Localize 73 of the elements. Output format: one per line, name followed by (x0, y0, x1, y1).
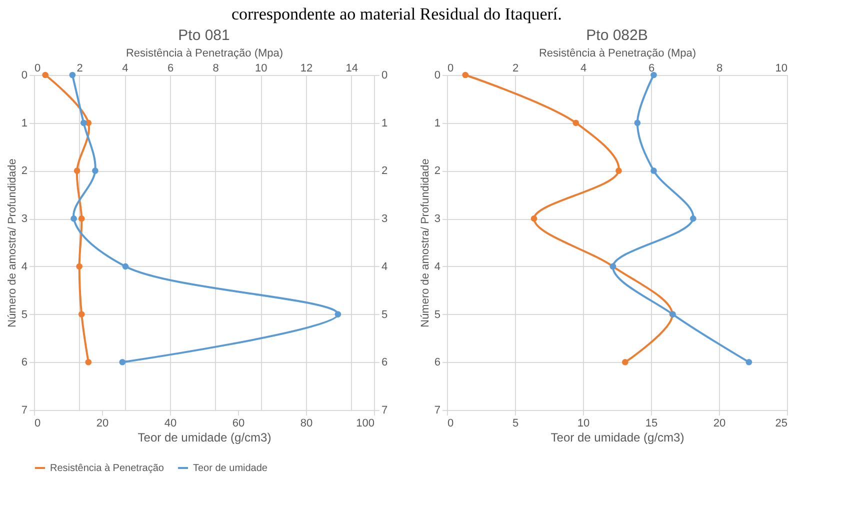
x2-tick-label: 10 (255, 62, 268, 74)
y2-tick-label: 4 (382, 260, 388, 273)
point (634, 120, 641, 126)
chart-title: Pto 082B (586, 27, 648, 44)
x-tick-label: 20 (96, 418, 109, 430)
x2-tick-label: 12 (300, 62, 313, 74)
x2-tick-label: 10 (775, 62, 788, 74)
x2-tick-label: 0 (448, 62, 454, 74)
x2-tick-label: 6 (648, 62, 655, 74)
x2-tick-label: 2 (512, 62, 519, 74)
x-tick-label: 15 (645, 418, 658, 430)
x2-axis-title: Resistência à Penetração (Mpa) (126, 48, 284, 60)
y2-tick-label: 6 (382, 356, 388, 369)
y-tick-label: 1 (21, 117, 28, 130)
y2-tick-label: 5 (382, 308, 388, 321)
point (92, 168, 98, 174)
x2-tick-label: 8 (212, 62, 219, 74)
y2-tick-label: 2 (382, 165, 388, 178)
y-axis-title: Número de amostra/ Profundidade (419, 158, 432, 328)
x-tick-label: 10 (577, 418, 590, 430)
y-tick-label: 6 (21, 356, 28, 369)
x2-tick-label: 4 (580, 62, 587, 74)
y-tick-label: 0 (434, 70, 440, 82)
point (334, 311, 342, 318)
x-axis-title: Teor de umidade (g/cm3) (550, 430, 684, 444)
x2-axis-title: Resistência à Penetração (Mpa) (538, 48, 696, 60)
point (746, 358, 752, 366)
y-tick-label: 3 (21, 213, 28, 226)
x-tick-label: 40 (164, 418, 177, 430)
point (119, 358, 126, 366)
y-tick-label: 4 (434, 260, 440, 273)
y-tick-label: 3 (434, 213, 440, 226)
y2-tick-label: 0 (382, 70, 388, 82)
x-axis-title: Teor de umidade (g/cm3) (138, 430, 272, 444)
x-tick-label: 100 (356, 418, 374, 430)
y-tick-label: 1 (434, 117, 440, 130)
y-axis-title: Número de amostra/ Profundidade (6, 158, 18, 328)
chart-title: Pto 081 (178, 27, 230, 44)
point (69, 72, 76, 78)
point (70, 215, 77, 222)
y2-tick-label: 7 (382, 404, 388, 416)
y-tick-label: 5 (434, 308, 440, 321)
x2-tick-label: 0 (34, 62, 41, 74)
x-tick-label: 5 (512, 418, 519, 430)
x2-tick-label: 14 (346, 62, 358, 74)
x2-tick-label: 8 (716, 62, 723, 74)
y2-tick-label: 3 (382, 213, 388, 226)
y-tick-label: 2 (434, 165, 440, 178)
legend-label: Resistência à Penetração (50, 463, 164, 474)
x2-tick-label: 2 (76, 62, 83, 74)
point (122, 263, 129, 270)
x-tick-label: 0 (34, 418, 41, 430)
y-tick-label: 4 (21, 260, 28, 273)
point (650, 72, 657, 78)
point (690, 215, 696, 222)
y-tick-label: 5 (21, 308, 28, 321)
y-tick-label: 2 (21, 165, 28, 178)
y-tick-label: 0 (21, 70, 28, 82)
y2-tick-label: 1 (382, 117, 388, 130)
x2-tick-label: 4 (122, 62, 128, 74)
x-tick-label: 0 (448, 418, 454, 430)
point (80, 120, 87, 126)
x-tick-label: 20 (713, 418, 726, 430)
y-tick-label: 6 (434, 356, 440, 369)
y-tick-label: 7 (434, 404, 440, 416)
text: correspondente ao material Residual do Itaquerí. (231, 4, 562, 24)
legend-label: Teor de umidade (193, 463, 268, 474)
x-tick-label: 25 (775, 418, 788, 430)
x-tick-label: 60 (232, 418, 245, 430)
point (650, 168, 657, 174)
x-tick-label: 80 (300, 418, 313, 430)
y-tick-label: 7 (21, 404, 28, 416)
x2-tick-label: 6 (167, 62, 174, 74)
